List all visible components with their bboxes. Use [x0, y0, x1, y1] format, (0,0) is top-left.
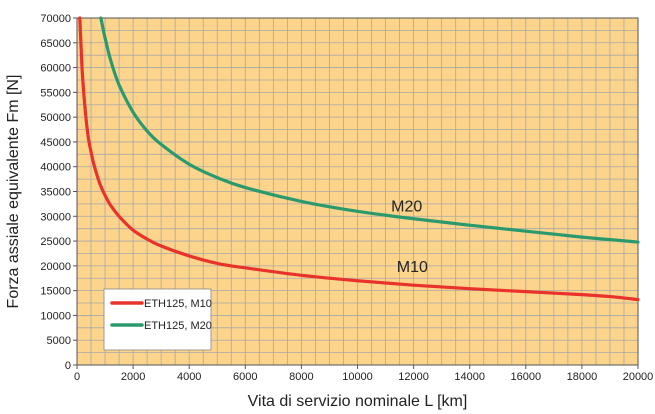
y-tick-label: 25000 [40, 236, 71, 248]
x-tick-label: 8000 [289, 371, 313, 383]
y-axis-title: Forza assiale equivalente Fm [N] [5, 75, 22, 309]
series-line-m10 [78, 16, 640, 302]
legend-label: ETH125, M20 [144, 320, 212, 332]
y-tick-label: 35000 [40, 187, 71, 199]
x-tick-label: 12000 [398, 371, 429, 383]
y-tick-label: 0 [65, 360, 71, 372]
grid [76, 17, 639, 366]
x-tick-label: 6000 [233, 371, 257, 383]
x-tick-label: 18000 [567, 371, 598, 383]
y-tick-label: 10000 [40, 310, 71, 322]
x-tick-label: 20000 [623, 371, 654, 383]
legend-label: ETH125, M10 [144, 298, 212, 310]
y-tick-label: 70000 [40, 13, 71, 25]
x-tick-label: 16000 [511, 371, 542, 383]
annotations: M20 M10 [391, 198, 428, 275]
y-tick-label: 65000 [40, 38, 71, 50]
y-tick-label: 40000 [40, 162, 71, 174]
y-tick-label: 50000 [40, 112, 71, 124]
y-tick-label: 30000 [40, 211, 71, 223]
series-lines [78, 16, 640, 302]
series-line-m20 [99, 16, 640, 244]
y-tick-label: 60000 [40, 63, 71, 75]
x-tick-label: 2000 [121, 371, 145, 383]
legend: ETH125, M10 ETH125, M20 [103, 288, 212, 351]
y-tick-label: 45000 [40, 137, 71, 149]
legend-box [103, 288, 212, 351]
y-tick-labels: 0 5000 10000 15000 20000 25000 30000 35000 40000… [40, 13, 77, 372]
x-tick-label: 14000 [454, 371, 485, 383]
y-tick-label: 20000 [40, 261, 71, 273]
y-tick-label: 5000 [47, 335, 71, 347]
x-tick-label: 10000 [342, 371, 373, 383]
y-tick-label: 15000 [40, 286, 71, 298]
x-tick-label: 0 [74, 371, 80, 383]
y-tick-label: 55000 [40, 87, 71, 99]
curve-label-m10: M10 [397, 259, 428, 276]
x-tick-label: 4000 [177, 371, 201, 383]
x-axis-title: Vita di servizio nominale L [km] [248, 393, 468, 410]
curve-label-m20: M20 [391, 198, 422, 215]
x-tick-labels: 0 2000 4000 6000 8000 10000 12000 14000 16000 180… [74, 365, 653, 383]
